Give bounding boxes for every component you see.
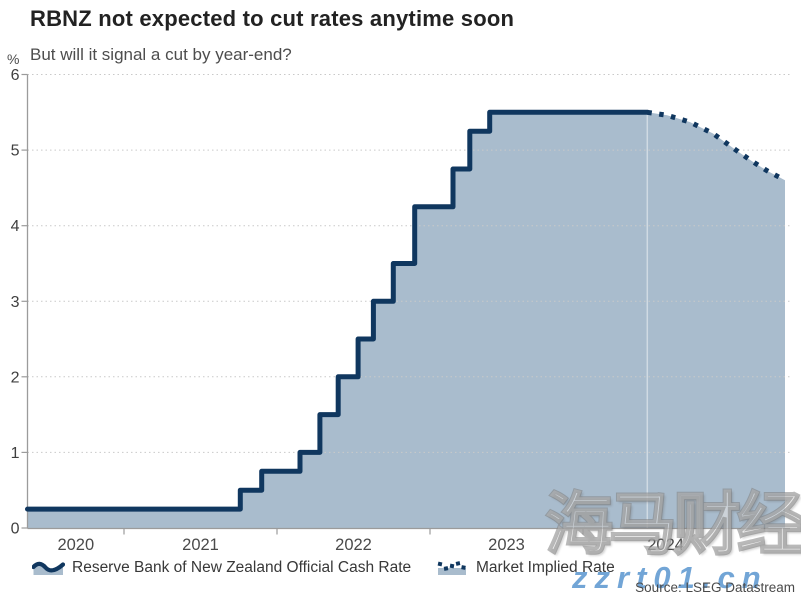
x-tick-label: 2022 bbox=[335, 536, 372, 554]
x-tick-label: 2023 bbox=[488, 536, 525, 554]
chart-title: RBNZ not expected to cut rates anytime s… bbox=[30, 6, 515, 31]
y-tick-label: 4 bbox=[11, 218, 20, 235]
legend-label-implied: Market Implied Rate bbox=[476, 559, 615, 576]
y-tick-label: 3 bbox=[11, 294, 20, 311]
y-tick-label: 6 bbox=[11, 67, 20, 84]
x-tick-label: 2021 bbox=[182, 536, 219, 554]
y-tick-label: 0 bbox=[11, 521, 20, 538]
market-implied-dotted-line bbox=[646, 109, 787, 183]
area-wave-icon bbox=[31, 559, 66, 577]
x-tick-label: 2024 bbox=[647, 536, 684, 554]
legend-label-ocr: Reserve Bank of New Zealand Official Cas… bbox=[72, 559, 412, 576]
y-axis-unit-label: % bbox=[7, 51, 20, 67]
legend-item-ocr: Reserve Bank of New Zealand Official Cas… bbox=[31, 559, 412, 577]
source-attribution: Source: LSEG Datastream bbox=[635, 580, 795, 595]
chart-subtitle: But will it signal a cut by year-end? bbox=[30, 45, 292, 64]
y-tick-label: 1 bbox=[11, 445, 20, 462]
dotted-wave-icon bbox=[436, 559, 469, 577]
y-tick-label: 2 bbox=[11, 369, 20, 386]
y-tick-label: 5 bbox=[11, 143, 20, 160]
x-tick-label: 2020 bbox=[57, 536, 94, 554]
area-fill bbox=[27, 112, 785, 529]
ocr-step-line bbox=[25, 109, 650, 512]
legend-item-implied: Market Implied Rate bbox=[436, 559, 615, 577]
